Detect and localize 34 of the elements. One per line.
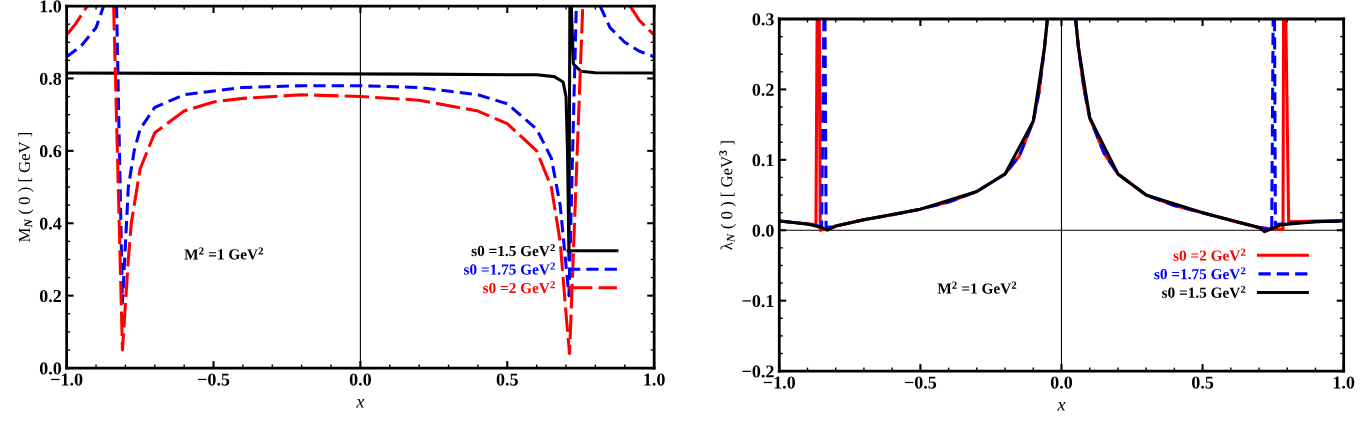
y-tick-label: −0.1 <box>742 294 774 308</box>
legend-label: s0 =1.5 GeV$^{2}$ <box>1162 285 1246 298</box>
y-tick-label: 0.1 <box>752 154 774 167</box>
x-tick-label: −1.0 <box>763 376 796 389</box>
y-tick-label: 0.2 <box>39 289 61 303</box>
y-tick-label: 1.0 <box>40 0 62 13</box>
x-tick-label: −0.5 <box>198 373 230 386</box>
x-tick-label: 0.0 <box>349 373 371 386</box>
x-tick-label: 0.5 <box>496 373 518 386</box>
y-tick-label: 0.2 <box>752 83 774 96</box>
x-tick-label: −0.5 <box>904 376 937 389</box>
y-tick-label: 0.0 <box>39 362 62 375</box>
y-axis-title: M$_{N}$ ( 0 ) [ GeV ] <box>18 132 34 242</box>
y-tick-label: 0.8 <box>39 72 62 85</box>
x-tick-label: 1.0 <box>644 373 665 386</box>
annotation: M$^{2}$ =1 GeV$^{2}$ <box>937 281 1017 294</box>
x-tick-label: −1.0 <box>51 373 83 386</box>
x-axis-title: x <box>356 399 365 408</box>
legend-label: s0 =2 GeV$^{2}$ <box>483 281 555 294</box>
legend-label: s0 =2 GeV$^{2}$ <box>1173 248 1246 261</box>
y-tick-label: 0.6 <box>39 145 62 158</box>
annotation: M$^{2}$ =1 GeV$^{2}$ <box>184 247 264 260</box>
y-tick-label: 0.4 <box>39 217 62 230</box>
x-tick-label: 1.0 <box>1333 376 1355 389</box>
x-tick-label: 0.0 <box>1050 376 1073 389</box>
y-tick-label: 0.0 <box>752 224 774 237</box>
x-axis-title: x <box>1057 402 1066 411</box>
y-tick-label: 0.3 <box>752 13 774 26</box>
legend-label: s0 =1.5 GeV$^{2}$ <box>471 244 555 257</box>
y-axis-title: λ$_{N}$ ( 0 ) [ GeV$^{3}$ ] <box>719 141 736 250</box>
legend-label: s0 =1.75 GeV$^{2}$ <box>463 262 555 275</box>
x-tick-label: 0.5 <box>1191 376 1214 389</box>
y-tick-label: −0.2 <box>742 365 774 378</box>
legend-label: s0 =1.75 GeV$^{2}$ <box>1154 267 1246 280</box>
